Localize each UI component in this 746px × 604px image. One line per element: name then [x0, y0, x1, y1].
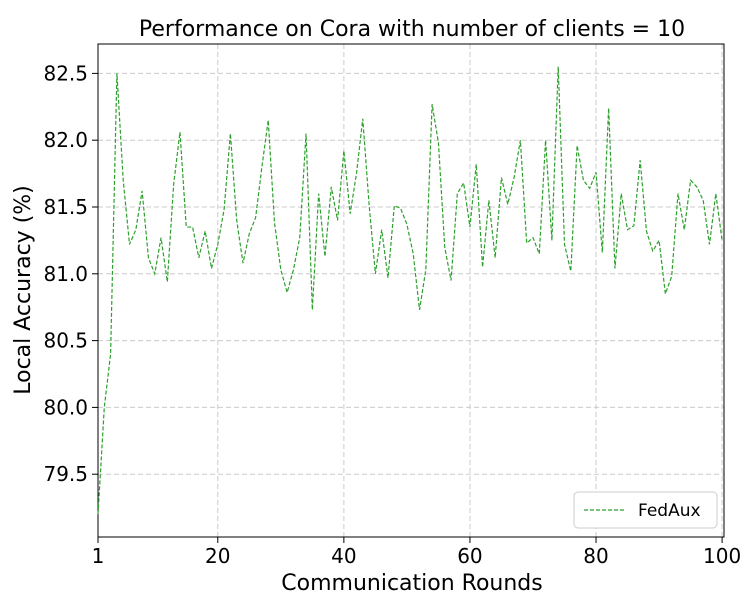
y-tick-label: 81.5 — [43, 195, 88, 219]
x-tick-label: 20 — [205, 544, 230, 568]
chart-title: Performance on Cora with number of clien… — [139, 17, 685, 42]
x-tick-label: 40 — [331, 544, 356, 568]
x-axis-label: Communication Rounds — [281, 571, 542, 596]
x-tick-label: 100 — [703, 544, 741, 568]
legend-label: FedAux — [638, 501, 701, 521]
y-tick-label: 80.0 — [43, 395, 88, 419]
x-tick-label: 1 — [92, 544, 105, 568]
data-line — [97, 66, 723, 515]
x-tick-label: 60 — [457, 544, 482, 568]
y-tick-label: 82.0 — [43, 128, 88, 152]
y-axis-label: Local Accuracy (%) — [11, 185, 36, 395]
plot-frame — [97, 43, 725, 538]
y-tick-label: 80.5 — [43, 329, 88, 353]
y-tick-label: 79.5 — [43, 462, 88, 486]
y-tick-label: 81.0 — [43, 262, 88, 286]
x-tick-label: 80 — [583, 544, 608, 568]
y-tick-label: 82.5 — [43, 61, 88, 85]
legend-box — [573, 491, 718, 529]
